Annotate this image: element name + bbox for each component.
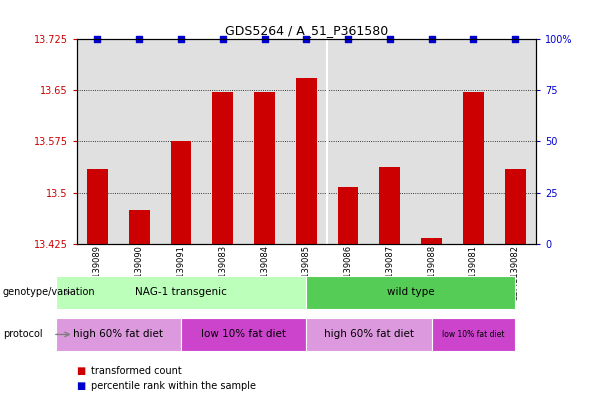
Bar (129, 209, 150, 244)
Text: ■: ■ (77, 366, 86, 376)
Bar (379, 167, 401, 244)
Text: transformed count: transformed count (91, 366, 182, 376)
Text: high 60% fat diet: high 60% fat diet (324, 329, 414, 340)
Title: GDS5264 / A_51_P361580: GDS5264 / A_51_P361580 (224, 24, 388, 37)
Text: genotype/variation: genotype/variation (3, 287, 95, 298)
Bar (421, 238, 442, 244)
Bar (87, 169, 108, 244)
Text: high 60% fat diet: high 60% fat diet (74, 329, 163, 340)
Text: percentile rank within the sample: percentile rank within the sample (91, 381, 256, 391)
Point (134, 36, 144, 42)
Point (176, 36, 186, 42)
Bar (171, 141, 191, 244)
Point (511, 36, 520, 42)
Point (260, 36, 269, 42)
Point (385, 36, 395, 42)
Bar (463, 92, 484, 244)
Bar (505, 169, 525, 244)
Text: low 10% fat diet: low 10% fat diet (201, 329, 286, 340)
Bar (296, 78, 317, 244)
Text: wild type: wild type (387, 287, 435, 298)
Bar (254, 92, 275, 244)
Point (92, 36, 102, 42)
Point (469, 36, 478, 42)
Bar (337, 187, 359, 244)
Bar (212, 92, 233, 244)
Point (343, 36, 353, 42)
Point (218, 36, 227, 42)
Point (427, 36, 436, 42)
Text: ■: ■ (77, 381, 86, 391)
Point (302, 36, 311, 42)
Text: protocol: protocol (3, 329, 42, 340)
Text: NAG-1 transgenic: NAG-1 transgenic (135, 287, 227, 298)
Text: low 10% fat diet: low 10% fat diet (442, 330, 505, 339)
